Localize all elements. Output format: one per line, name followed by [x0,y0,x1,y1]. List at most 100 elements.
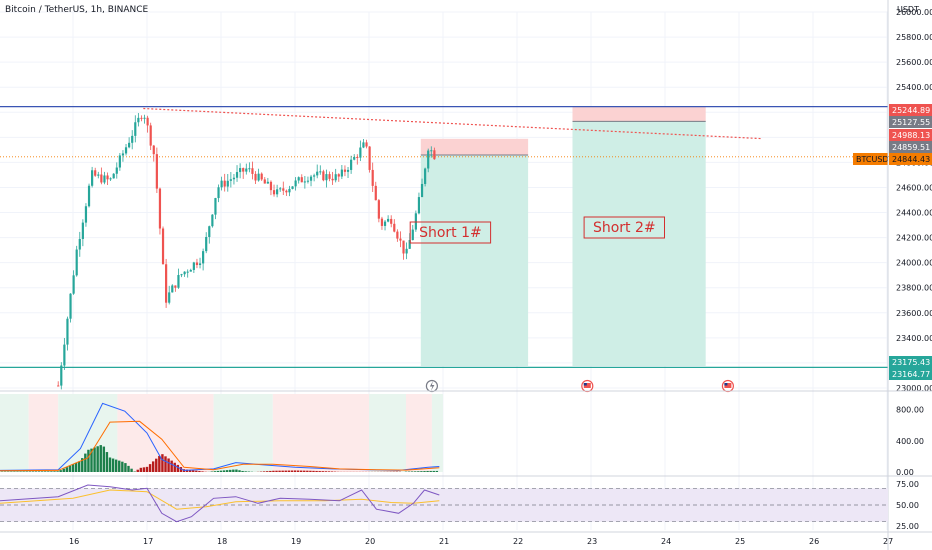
currency-label: USDT [897,5,919,14]
price-tag [889,129,932,141]
macd-histogram-bar [47,471,50,472]
candle-body [168,292,171,303]
macd-histogram-bar [81,458,84,472]
candle-body [260,173,263,180]
x-tick-label: 25 [735,537,745,546]
candle-body [393,223,396,232]
macd-histogram-bar [290,470,294,472]
candle-body [430,150,433,152]
candle-body [131,135,134,143]
rsi-y-tick: 50.00 [896,501,919,510]
macd-histogram-bar [111,458,115,472]
candle-body [180,274,183,276]
candle-body [109,178,112,180]
macd-histogram-bar [37,471,41,472]
y-tick-label: 23600.00 [896,309,932,318]
macd-histogram-bar [420,471,423,472]
candle-body [269,181,273,191]
macd-histogram-bar [293,470,297,472]
candle-body [316,171,319,176]
candle-body [152,145,155,155]
candle-body [165,264,168,303]
y-tick-label: 24600.00 [896,183,932,192]
candle-body [272,190,276,195]
macd-histogram-bar [229,469,232,472]
macd-histogram-bar [269,470,272,472]
macd-histogram-bar [145,466,149,472]
candle-body [420,183,424,198]
candle-body [226,180,229,187]
candle-body [359,147,362,158]
candle-body [245,168,248,172]
candle-body [239,168,242,173]
macd-histogram-bar [429,470,432,472]
candle-body [84,206,88,223]
macd-signal-line [0,420,440,472]
macd-histogram-bar [25,471,28,472]
candle-body [254,173,257,181]
candle-body [291,186,294,189]
macd-histogram-bar [192,470,195,472]
profit-zone [420,154,529,367]
candle-body [257,173,260,181]
y-tick-label: 24000.00 [896,259,932,268]
macd-histogram-bar [127,465,130,472]
macd-histogram-bar [53,471,56,472]
macd-histogram-bar [59,470,62,472]
candle-body [368,146,371,170]
macd-histogram-bar [306,470,309,472]
y-tick-label: 25600.00 [896,58,932,67]
y-tick-label: 25400.00 [896,83,932,92]
candle-body [276,189,279,195]
candle-body [155,154,158,189]
macd-histogram-bar [188,469,192,472]
macd-histogram-bar [262,471,266,472]
price-tag-label: 24844.43 [892,155,930,164]
candle-body [211,214,214,227]
trend-line [143,107,762,140]
short-1-label: Short 1# [409,221,492,244]
macd-histogram-bar [155,458,158,472]
candle-body [198,263,202,266]
macd-histogram-bar [426,470,429,472]
y-tick-label: 23000.00 [896,384,932,393]
macd-histogram-bar [417,471,420,472]
candle-body [146,117,149,126]
macd-histogram-bar [40,471,44,472]
macd-histogram-bar [151,461,155,472]
candle-body [396,231,399,239]
candle-body [362,142,365,148]
candle-body [115,167,118,174]
candle-body [399,238,402,241]
y-tick-label: 26000.00 [896,8,932,17]
macd-histogram-bar [99,445,102,472]
macd-histogram-bar [303,470,306,472]
macd-histogram-bar [410,471,414,472]
candle-body [282,188,285,191]
candle-body [78,238,81,250]
candle-body [177,275,180,288]
candle-body [248,168,251,170]
macd-histogram-bar [309,470,312,472]
macd-histogram-bar [118,460,121,472]
svg-text:Short 1#: Short 1# [419,225,482,241]
macd-histogram-bar [93,447,96,472]
macd-histogram-bar [56,471,59,472]
macd-zone [406,394,432,472]
macd-histogram-bar [318,471,321,472]
macd-histogram-bar [84,453,87,472]
candle-body [103,175,106,183]
candle-body [220,180,223,188]
macd-histogram-bar [281,470,284,472]
macd-histogram-bar [195,470,198,472]
candle-body [350,159,353,170]
candle-body [325,174,328,181]
macd-histogram-bar [74,462,78,472]
macd-histogram-bar [68,465,72,472]
candle-body [128,142,131,148]
macd-histogram-bar [62,468,65,472]
candle-body [427,150,430,169]
macd-histogram-bar [327,471,331,472]
candle-body [380,218,384,226]
